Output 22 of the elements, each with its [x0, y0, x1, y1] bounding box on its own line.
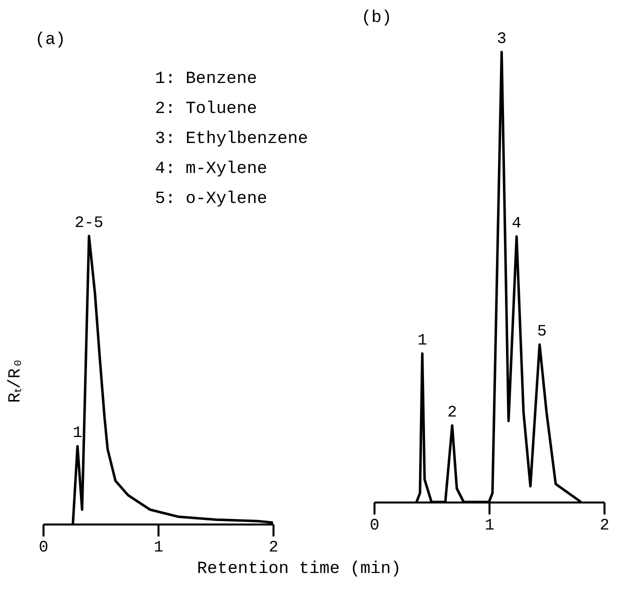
text: 3: Ethylbenzene [155, 130, 308, 149]
text: 5: o-Xylene [155, 190, 268, 209]
annotation: 1 [72, 424, 82, 442]
annotation: 2-5 [74, 214, 104, 232]
annotation: 5 [537, 322, 547, 340]
text: 2: Toluene [155, 100, 258, 119]
chart-title: (b) [361, 9, 392, 28]
chart-title: (a) [35, 31, 66, 50]
annotation: 2 [447, 404, 458, 422]
x-tick-label: 1 [154, 538, 164, 556]
x-tick-label: 0 [370, 516, 380, 534]
text: 4: m-Xylene [155, 160, 268, 179]
text: 1: Benzene [155, 70, 258, 89]
x-tick-label: 0 [38, 538, 48, 556]
x-tick-label: 2 [268, 538, 278, 556]
x-axis-title: Retention time (min) [196, 560, 402, 579]
y-axis-title: Rₜ/R₀ [6, 358, 26, 403]
annotation: 1 [417, 332, 428, 350]
annotation: 4 [512, 214, 522, 232]
x-tick-label: 2 [600, 516, 610, 534]
annotation: 3 [496, 30, 506, 48]
x-tick-label: 1 [484, 516, 494, 534]
